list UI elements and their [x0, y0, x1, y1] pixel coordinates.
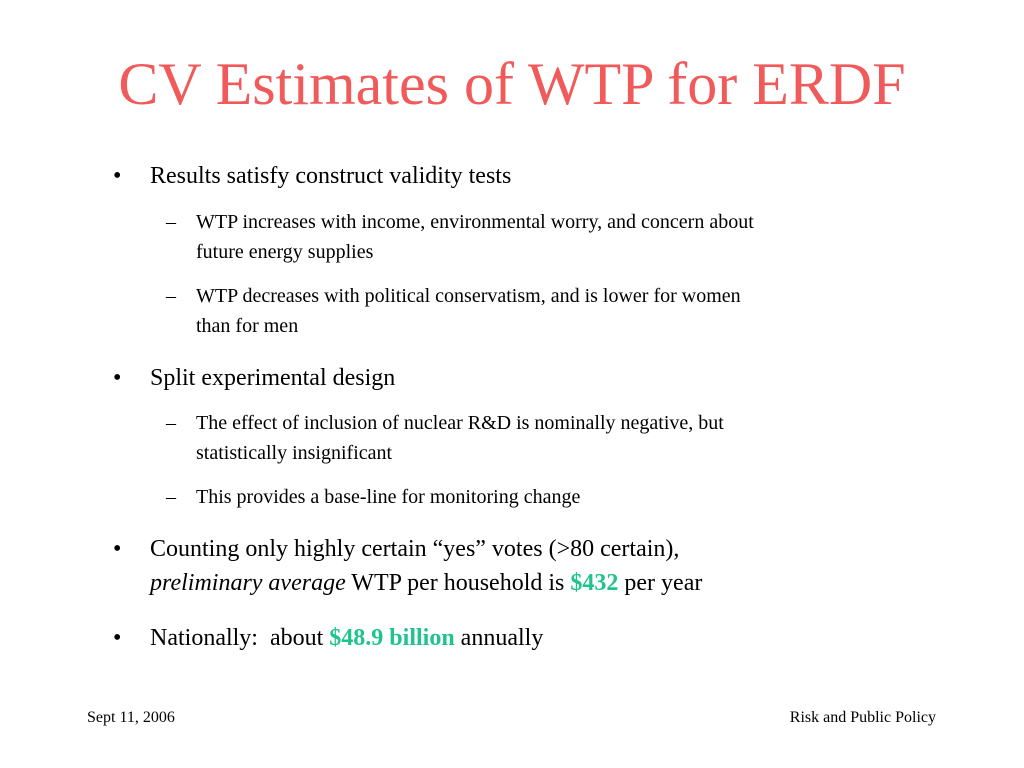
bullet-item: • Results satisfy construct validity tes…	[113, 160, 512, 192]
bullet-text: annually	[454, 625, 544, 651]
bullet-text: Counting only highly certain “yes” votes…	[150, 536, 680, 562]
wtp-value: $432	[570, 570, 619, 596]
bullet-text: Nationally: about	[150, 625, 330, 651]
sub-bullet-line: than for men	[196, 315, 299, 337]
footer-date: Sept 11, 2006	[87, 709, 175, 726]
sub-bullet-continuation: statistically insignificant	[196, 438, 392, 468]
sub-bullet-line: The effect of inclusion of nuclear R&D i…	[196, 412, 724, 434]
dash-icon: –	[166, 285, 176, 307]
bullet-item: • Counting only highly certain “yes” vot…	[113, 533, 680, 565]
bullet-text: per year	[618, 570, 703, 596]
sub-bullet-continuation: than for men	[196, 311, 298, 341]
sub-bullet-line: future energy supplies	[196, 241, 374, 263]
bullet-icon: •	[113, 163, 122, 189]
sub-bullet-line: WTP decreases with political conservatis…	[196, 285, 741, 307]
bullet-text: WTP per household is	[345, 570, 571, 596]
italic-phrase: preliminary average	[150, 570, 346, 596]
sub-bullet-line: This provides a base-line for monitoring…	[196, 486, 581, 508]
dash-icon: –	[166, 211, 176, 233]
sub-bullet-continuation: future energy supplies	[196, 237, 373, 267]
bullet-item: • Split experimental design	[113, 362, 396, 394]
slide-title: CV Estimates of WTP for ERDF	[118, 51, 906, 117]
sub-bullet-line: WTP increases with income, environmental…	[196, 211, 754, 233]
bullet-icon: •	[113, 365, 122, 391]
bullet-continuation: preliminary average WTP per household is…	[150, 567, 702, 599]
bullet-item: • Nationally: about $48.9 billion annual…	[113, 622, 544, 654]
bullet-icon: •	[113, 625, 122, 651]
footer-course: Risk and Public Policy	[789, 709, 936, 726]
sub-bullet-item: – The effect of inclusion of nuclear R&D…	[166, 408, 724, 438]
sub-bullet-item: – WTP increases with income, environment…	[166, 207, 754, 237]
sub-bullet-item: – WTP decreases with political conservat…	[166, 281, 741, 311]
sub-bullet-item: – This provides a base-line for monitori…	[166, 482, 581, 512]
dash-icon: –	[166, 412, 176, 434]
bullet-text: Results satisfy construct validity tests	[150, 163, 512, 189]
bullet-icon: •	[113, 536, 122, 562]
bullet-text: Split experimental design	[150, 365, 396, 391]
national-value: $48.9 billion	[329, 625, 455, 651]
dash-icon: –	[166, 486, 176, 508]
sub-bullet-line: statistically insignificant	[196, 442, 393, 464]
